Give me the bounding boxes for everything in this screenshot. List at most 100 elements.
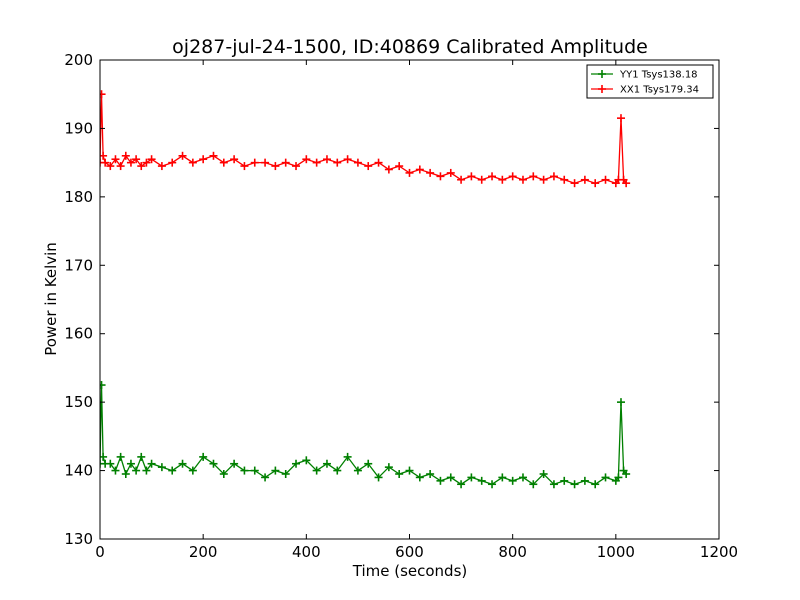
data-point <box>591 480 600 489</box>
y-tick-label: 150 <box>64 393 93 411</box>
data-point <box>106 459 115 468</box>
data-point <box>498 473 507 482</box>
y-axis-label: Power in Kelvin <box>42 242 60 356</box>
y-tick-label: 190 <box>64 119 93 137</box>
data-point <box>168 158 177 167</box>
data-point <box>312 158 321 167</box>
data-point <box>622 469 631 478</box>
data-point <box>539 175 548 184</box>
data-point <box>261 473 270 482</box>
data-point <box>137 162 146 171</box>
data-point <box>384 463 393 472</box>
x-tick-label: 1200 <box>700 543 738 561</box>
data-point <box>126 459 135 468</box>
data-point <box>446 168 455 177</box>
data-point <box>529 172 538 181</box>
data-point <box>508 172 517 181</box>
data-point <box>157 162 166 171</box>
data-point <box>488 172 497 181</box>
data-point <box>333 466 342 475</box>
data-point <box>374 473 383 482</box>
data-point <box>405 168 414 177</box>
data-point <box>188 466 197 475</box>
data-point <box>147 459 156 468</box>
data-point <box>539 469 548 478</box>
data-point <box>436 476 445 485</box>
y-tick-label: 200 <box>64 51 93 69</box>
data-point <box>549 480 558 489</box>
data-point <box>570 179 579 188</box>
data-point <box>292 459 301 468</box>
data-point <box>111 155 120 164</box>
data-point <box>570 480 579 489</box>
data-point <box>601 175 610 184</box>
data-point <box>384 165 393 174</box>
data-point <box>116 162 125 171</box>
series-line <box>100 384 627 486</box>
x-tick-label: 400 <box>292 543 321 561</box>
data-point <box>364 459 373 468</box>
data-point <box>157 463 166 472</box>
y-tick-label: 130 <box>64 530 93 548</box>
data-point <box>132 155 141 164</box>
x-tick-label: 200 <box>189 543 218 561</box>
x-tick-label: 1000 <box>597 543 635 561</box>
data-point <box>467 172 476 181</box>
data-point <box>121 469 130 478</box>
data-point <box>498 175 507 184</box>
data-point <box>343 155 352 164</box>
data-point <box>281 469 290 478</box>
data-point <box>343 452 352 461</box>
data-point <box>132 466 141 475</box>
chart-title: oj287-jul-24-1500, ID:40869 Calibrated A… <box>172 36 648 58</box>
y-tick-label: 180 <box>64 188 93 206</box>
data-point <box>529 480 538 489</box>
data-point <box>101 158 110 167</box>
series-2 <box>100 90 631 188</box>
data-point <box>302 456 311 465</box>
data-point <box>616 114 625 123</box>
data-point <box>137 452 146 461</box>
data-point <box>322 459 331 468</box>
x-axis-label: Time (seconds) <box>352 562 468 580</box>
data-point <box>549 172 558 181</box>
data-point <box>446 473 455 482</box>
data-point <box>178 151 187 160</box>
data-point <box>477 476 486 485</box>
legend-label: YY1 Tsys138.18 <box>619 70 698 81</box>
y-tick-label: 140 <box>64 462 93 480</box>
y-axis: 130 140 150 160 170 180 190 200 <box>64 51 719 548</box>
legend-box <box>586 64 714 99</box>
legend-entry: YY1 Tsys138.18 <box>591 70 698 81</box>
data-point <box>312 466 321 475</box>
data-point <box>240 162 249 171</box>
data-point <box>219 158 228 167</box>
data-point <box>467 473 476 482</box>
data-point <box>188 158 197 167</box>
y-tick-label: 170 <box>64 256 93 274</box>
data-point <box>209 151 218 160</box>
data-point <box>353 466 362 475</box>
data-point <box>250 466 259 475</box>
data-point <box>100 90 106 99</box>
data-point <box>230 155 239 164</box>
data-point <box>488 480 497 489</box>
data-point <box>322 155 331 164</box>
legend-label: XX1 Tsys179.34 <box>620 85 699 96</box>
data-point <box>415 473 424 482</box>
x-tick-label: 0 <box>95 543 105 561</box>
data-point <box>250 158 259 167</box>
data-point <box>100 381 106 390</box>
data-point <box>281 158 290 167</box>
data-point <box>333 158 342 167</box>
data-point <box>580 476 589 485</box>
data-point <box>199 155 208 164</box>
data-point <box>121 151 130 160</box>
data-point <box>580 175 589 184</box>
data-point <box>426 469 435 478</box>
data-point <box>560 476 569 485</box>
data-point <box>126 158 135 167</box>
data-point <box>518 473 527 482</box>
